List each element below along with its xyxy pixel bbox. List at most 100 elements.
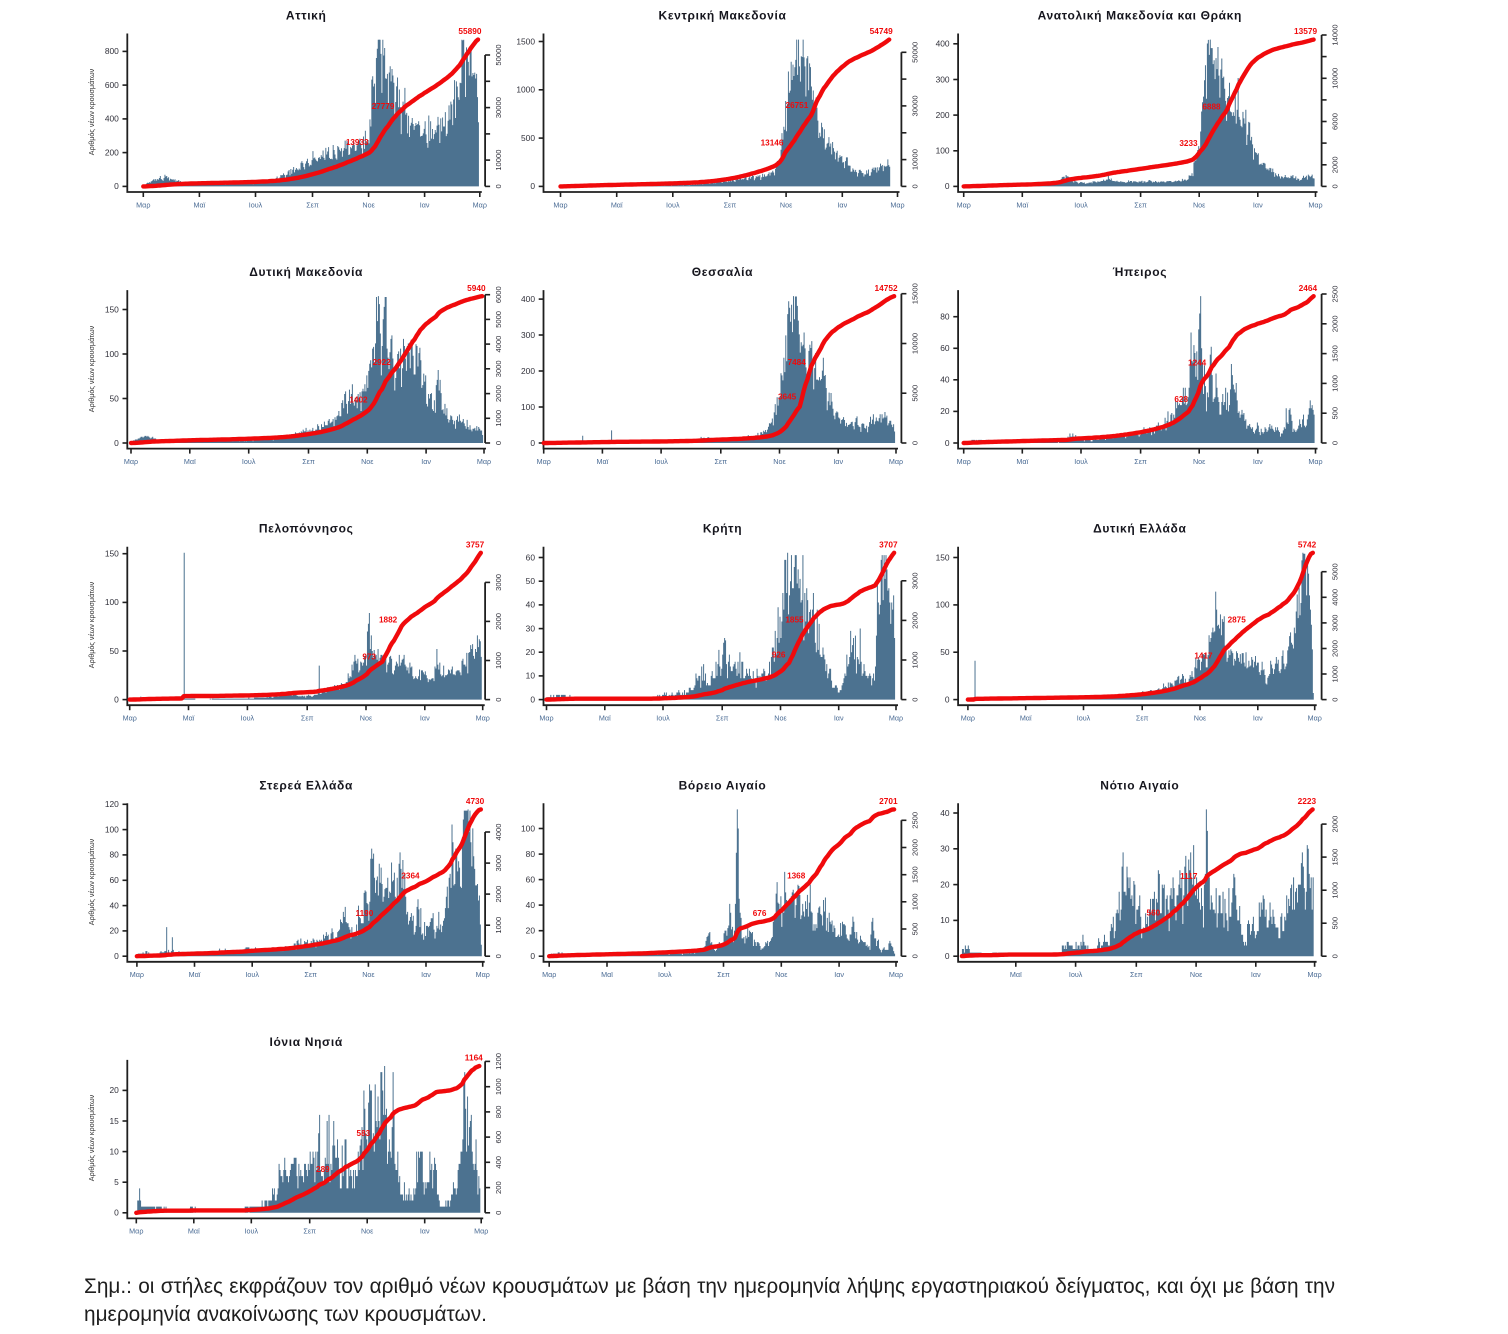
svg-text:7484: 7484 (788, 358, 807, 367)
svg-text:1882: 1882 (379, 616, 398, 625)
svg-text:Ιαν: Ιαν (421, 457, 431, 466)
svg-text:Μαϊ: Μαϊ (189, 970, 201, 979)
svg-text:50: 50 (526, 576, 536, 586)
svg-text:3645: 3645 (778, 392, 797, 401)
svg-text:Μαϊ: Μαϊ (599, 714, 611, 723)
svg-text:30: 30 (940, 844, 950, 854)
svg-text:Ιουλ: Ιουλ (654, 457, 668, 466)
svg-text:Νότιο Αιγαίο: Νότιο Αιγαίο (1100, 778, 1179, 792)
svg-text:13146: 13146 (761, 138, 784, 147)
svg-text:676: 676 (753, 909, 767, 918)
svg-text:Σεπ: Σεπ (1130, 970, 1143, 979)
svg-text:100: 100 (521, 402, 535, 412)
svg-text:10: 10 (526, 671, 536, 681)
svg-text:2223: 2223 (1298, 796, 1317, 806)
svg-text:400: 400 (521, 294, 535, 304)
svg-text:Κεντρική Μακεδονία: Κεντρική Μακεδονία (659, 9, 787, 23)
svg-text:1244: 1244 (1188, 358, 1207, 367)
svg-text:Ιουλ: Ιουλ (658, 970, 672, 979)
svg-text:Σεπ: Σεπ (1134, 200, 1147, 209)
svg-text:Ανατολική Μακεδονία και Θράκη: Ανατολική Μακεδονία και Θράκη (1038, 9, 1242, 23)
svg-text:800: 800 (105, 46, 119, 56)
svg-text:Νοε: Νοε (360, 714, 373, 723)
svg-text:3000: 3000 (494, 360, 503, 377)
svg-text:Σεπ: Σεπ (724, 200, 737, 209)
svg-text:Μαρ: Μαρ (553, 200, 567, 209)
svg-text:200: 200 (494, 1181, 503, 1194)
svg-text:10: 10 (940, 915, 950, 925)
svg-text:1000: 1000 (910, 893, 919, 910)
svg-text:Αριθμός νέων κρουσμάτων: Αριθμός νέων κρουσμάτων (87, 325, 96, 412)
svg-text:10000: 10000 (494, 150, 503, 171)
svg-text:150: 150 (936, 552, 950, 562)
svg-text:6000: 6000 (1331, 113, 1340, 130)
svg-text:Νοε: Νοε (362, 200, 375, 209)
svg-text:Μαρ: Μαρ (1308, 714, 1322, 723)
svg-text:2000: 2000 (494, 613, 503, 630)
svg-text:50000: 50000 (494, 44, 503, 65)
svg-text:1402: 1402 (349, 395, 368, 404)
svg-text:2000: 2000 (494, 886, 503, 903)
svg-text:6000: 6000 (494, 286, 503, 303)
svg-text:Σεπ: Σεπ (1134, 457, 1147, 466)
svg-text:0: 0 (1331, 441, 1340, 445)
svg-text:973: 973 (362, 652, 376, 661)
svg-text:100: 100 (105, 824, 119, 834)
svg-text:3707: 3707 (879, 539, 898, 549)
svg-text:13933: 13933 (346, 138, 369, 147)
svg-text:1417: 1417 (1194, 651, 1213, 660)
svg-text:20: 20 (526, 647, 536, 657)
svg-text:2000: 2000 (910, 612, 919, 629)
svg-text:30000: 30000 (494, 97, 503, 118)
svg-text:1000: 1000 (1331, 375, 1340, 392)
svg-text:1000: 1000 (494, 917, 503, 934)
svg-text:Μαϊ: Μαϊ (1010, 970, 1022, 979)
svg-text:1200: 1200 (494, 1053, 503, 1070)
svg-text:1117: 1117 (1180, 872, 1198, 881)
svg-text:3000: 3000 (1331, 614, 1340, 631)
svg-text:3000: 3000 (494, 855, 503, 872)
svg-text:0: 0 (1331, 697, 1340, 701)
svg-text:0: 0 (1331, 184, 1340, 188)
svg-text:1000: 1000 (910, 652, 919, 669)
svg-text:Κρήτη: Κρήτη (703, 522, 742, 536)
svg-text:40: 40 (940, 375, 950, 385)
svg-text:Ιουλ: Ιουλ (1074, 200, 1088, 209)
svg-text:Αριθμός νέων κρουσμάτων: Αριθμός νέων κρουσμάτων (87, 838, 96, 925)
svg-text:60: 60 (526, 874, 536, 884)
svg-text:3000: 3000 (910, 572, 919, 589)
svg-text:Ιαν: Ιαν (420, 714, 430, 723)
svg-text:0: 0 (114, 694, 119, 704)
svg-text:2500: 2500 (1331, 286, 1340, 303)
svg-text:Ιουλ: Ιουλ (1069, 970, 1083, 979)
svg-text:Μαρ: Μαρ (537, 457, 551, 466)
svg-text:Μαρ: Μαρ (476, 714, 490, 723)
svg-text:Νοε: Νοε (1193, 457, 1206, 466)
svg-text:300: 300 (936, 74, 950, 84)
svg-text:60: 60 (940, 343, 950, 353)
svg-text:50: 50 (109, 393, 119, 403)
svg-text:20: 20 (109, 926, 119, 936)
svg-text:Μαρ: Μαρ (477, 457, 491, 466)
svg-text:500: 500 (910, 923, 919, 936)
svg-text:Σεπ: Σεπ (716, 714, 729, 723)
svg-text:Ιουλ: Ιουλ (666, 200, 680, 209)
svg-text:Ιαν: Ιαν (834, 970, 844, 979)
svg-text:100: 100 (936, 600, 950, 610)
svg-text:Σεπ: Σεπ (301, 714, 314, 723)
svg-text:100: 100 (105, 349, 119, 359)
svg-text:4000: 4000 (1331, 589, 1340, 606)
svg-text:Αριθμός νέων κρουσμάτων: Αριθμός νέων κρουσμάτων (87, 68, 96, 155)
svg-text:Ιαν: Ιαν (1253, 457, 1263, 466)
svg-text:Μαϊ: Μαϊ (184, 457, 196, 466)
svg-text:2875: 2875 (1228, 616, 1247, 625)
svg-text:5742: 5742 (1298, 539, 1317, 549)
svg-text:5000: 5000 (494, 311, 503, 328)
svg-text:0: 0 (945, 438, 950, 448)
svg-text:0: 0 (114, 951, 119, 961)
svg-text:Σεπ: Σεπ (1136, 714, 1149, 723)
svg-text:Ιαν: Ιαν (420, 1227, 430, 1236)
svg-text:100: 100 (521, 823, 535, 833)
svg-text:Μαϊ: Μαϊ (188, 1227, 200, 1236)
svg-text:Αττική: Αττική (286, 9, 327, 23)
